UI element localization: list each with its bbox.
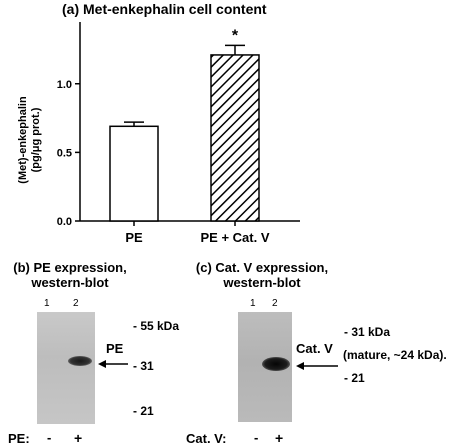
panel-b-marker-21: - 21	[133, 404, 154, 418]
panel-c-mature-note: (mature, ~24 kDa).	[343, 348, 447, 362]
panel-b-band-label: PE	[106, 341, 124, 356]
x-tick-label: PE	[125, 230, 143, 245]
y-tick-label: 1.0	[57, 79, 72, 91]
x-tick-label: PE + Cat. V	[201, 230, 270, 245]
panel-b-title: (b) PE expression, western-blot	[5, 260, 135, 290]
y-tick-label: 0.0	[57, 216, 72, 228]
panel-c-band-label: Cat. V	[296, 341, 333, 356]
panel-c-plus: +	[275, 430, 284, 446]
panel-b-band	[68, 356, 92, 366]
bar	[109, 125, 159, 222]
panel-c-title-line2: western-blot	[223, 275, 301, 290]
panel-c-marker-21: - 21	[344, 371, 365, 385]
panel-b-lane-1: 1	[44, 298, 50, 309]
panel-c-title: (c) Cat. V expression, western-blot	[182, 260, 342, 290]
panel-b-marker-55: - 55 kDa	[133, 319, 180, 333]
panel-c-row-label: Cat. V:	[186, 431, 227, 446]
panel-c-marker-31: - 31 kDa	[344, 325, 391, 339]
panel-c-lane-1: 1	[250, 298, 256, 309]
y-ticks: 0.0 0.5 1.0	[57, 79, 80, 228]
panel-a-title: (a) Met-enkephalin cell content	[62, 1, 267, 17]
panel-c-blot	[238, 312, 292, 422]
panel-c-lane-2: 2	[272, 298, 278, 309]
panel-c-band	[262, 357, 290, 371]
panel-b-marker-31: - 31	[133, 359, 154, 373]
bars: PE PE + Cat. V *	[109, 27, 270, 245]
significance-marker: *	[232, 27, 239, 44]
panel-c-title-line1: (c) Cat. V expression,	[195, 260, 329, 275]
panel-b-title-line2: western-blot	[31, 275, 109, 290]
panel-b-plus: +	[74, 430, 83, 446]
panel-b-blot	[37, 312, 95, 424]
panel-b-row-label: PE:	[8, 431, 30, 446]
panel-b-lane-2: 2	[73, 298, 79, 309]
panel-b-minus: -	[47, 430, 52, 445]
panel-b-title-line1: (b) PE expression,	[13, 260, 127, 275]
panel-c-minus: -	[254, 430, 259, 445]
y-tick-label: 0.5	[57, 147, 72, 159]
